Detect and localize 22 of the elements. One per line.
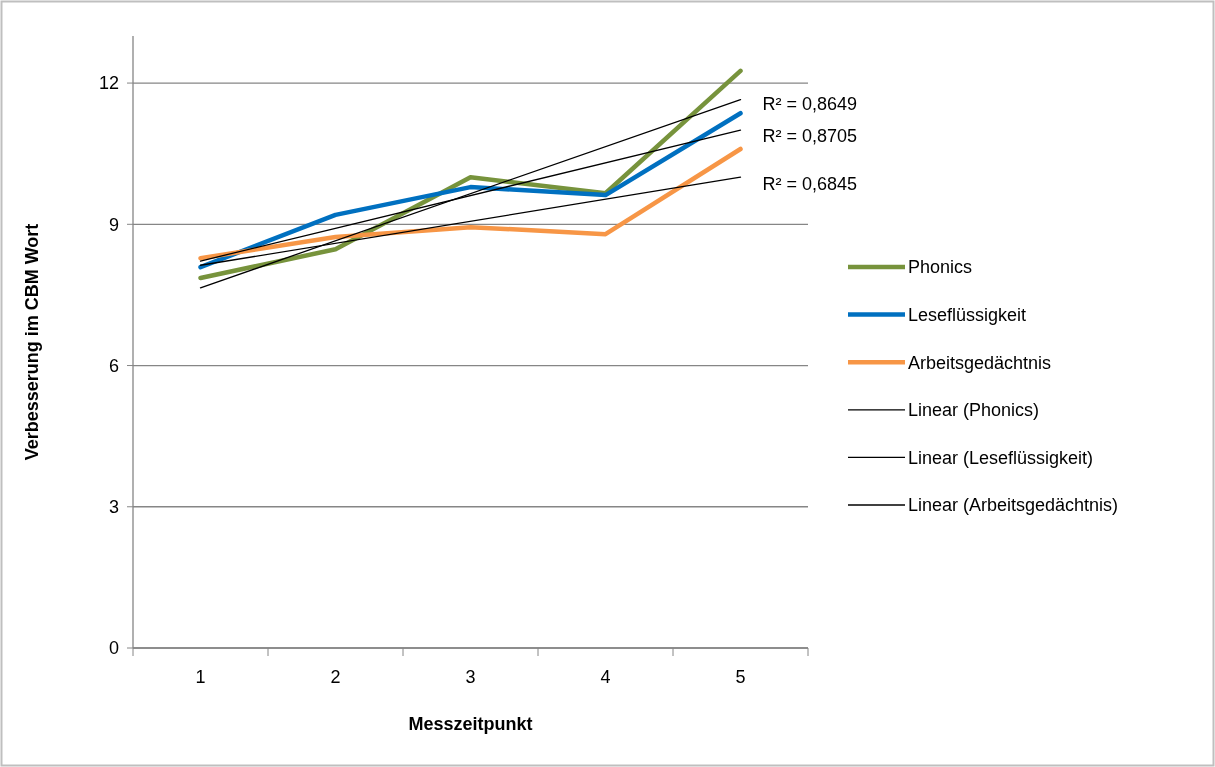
legend-label: Arbeitsgedächtnis [908, 352, 1052, 373]
annotation: R² = 0,8705 [762, 126, 858, 147]
x-tick-label: 5 [735, 667, 746, 687]
y-tick-label: 6 [108, 355, 119, 376]
y-tick-label: 9 [108, 214, 119, 235]
x-tick-label: 3 [465, 667, 476, 687]
legend-label: Leseflüssigkeit [908, 304, 1027, 325]
y-tick-label: 3 [108, 497, 119, 518]
x-tick-label: 1 [195, 667, 206, 687]
legend-label: Linear (Phonics) [908, 400, 1040, 421]
y-axis-title: Verbesserung im CBM Wort [22, 223, 42, 461]
line-series [198, 110, 743, 270]
x-tick-label: 2 [330, 667, 341, 687]
x-axis-title: Messzeitpunkt [408, 714, 533, 734]
y-tick-label: 0 [108, 638, 119, 659]
legend-label: Linear (Arbeitsgedächtnis) [908, 495, 1119, 516]
annotation: R² = 0,8649 [762, 93, 858, 114]
legend-label: Linear (Leseflüssigkeit) [908, 447, 1094, 468]
legend-label: Phonics [908, 257, 973, 278]
x-tick-label: 4 [600, 667, 611, 687]
y-tick-label: 12 [98, 73, 119, 94]
annotation: R² = 0,6845 [762, 173, 858, 194]
